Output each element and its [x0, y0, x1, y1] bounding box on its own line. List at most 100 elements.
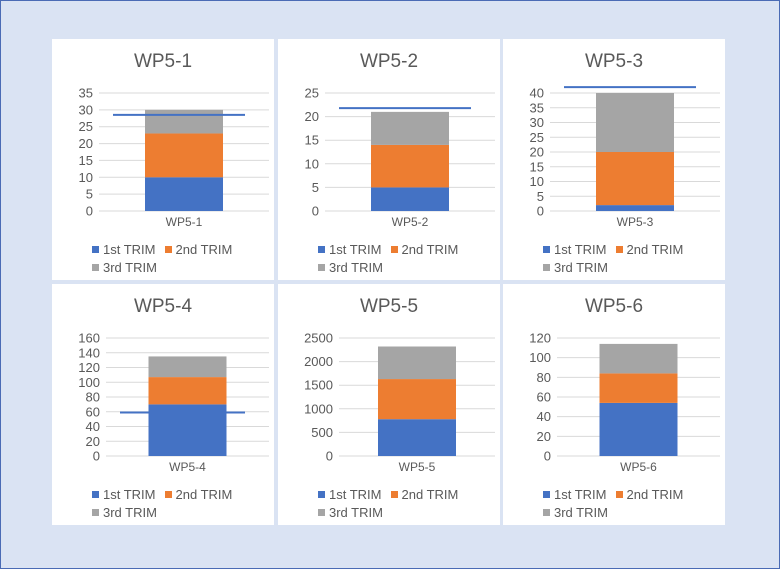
y-tick-label: 80 [537, 370, 551, 385]
y-tick-label: 1000 [304, 401, 333, 416]
y-tick-label: 0 [312, 204, 319, 219]
bar-segment-3 [148, 356, 227, 378]
y-tick-label: 160 [78, 331, 100, 346]
bar-segment-2 [596, 152, 674, 206]
bar-segment-2 [148, 377, 227, 405]
legend-label: 3rd TRIM [554, 260, 608, 275]
y-tick-label: 15 [305, 133, 319, 148]
legend-label: 3rd TRIM [329, 505, 383, 520]
legend-label: 1st TRIM [103, 487, 156, 502]
legend-item: 2nd TRIM [164, 487, 233, 502]
x-category-label: WP5-5 [399, 460, 436, 474]
legend-swatch [92, 264, 99, 271]
y-tick-label: 10 [305, 156, 319, 171]
y-tick-label: 0 [86, 204, 93, 219]
legend-label: 1st TRIM [554, 487, 607, 502]
legend-item: 1st TRIM [92, 242, 156, 257]
chart-panel-1: WP5-1 0 5 10 15 20 25 30 35 WP5-1 1st TRIM 2nd TRIM… [52, 39, 274, 280]
y-tick-label: 5 [312, 180, 319, 195]
legend-label: 2nd TRIM [401, 487, 459, 502]
legend-label: 2nd TRIM [175, 242, 233, 257]
bar-segment-3 [599, 343, 678, 374]
legend-item: 3rd TRIM [543, 505, 608, 520]
legend-swatch [318, 491, 325, 498]
bar-segment-3 [596, 93, 674, 152]
y-tick-label: 100 [78, 375, 100, 390]
legend-item: 3rd TRIM [92, 505, 157, 520]
y-tick-label: 35 [530, 100, 544, 115]
bar-segment-1 [599, 402, 678, 456]
bar-segment-2 [378, 379, 456, 420]
y-tick-label: 20 [79, 136, 93, 151]
y-tick-label: 1500 [304, 378, 333, 393]
legend-swatch [543, 264, 550, 271]
legend-swatch [543, 491, 550, 498]
chart-title: WP5-3 [584, 51, 644, 72]
legend-label: 3rd TRIM [554, 505, 608, 520]
chart-title: WP5-4 [133, 296, 193, 317]
legend-item: 3rd TRIM [543, 260, 608, 275]
y-tick-label: 2000 [304, 354, 333, 369]
y-tick-label: 0 [326, 449, 333, 464]
y-tick-label: 20 [305, 109, 319, 124]
y-tick-label: 2500 [304, 331, 333, 346]
bar-segment-1 [145, 177, 223, 211]
bar-segment-1 [378, 419, 456, 456]
legend-item: 1st TRIM [543, 487, 607, 502]
x-category-label: WP5-3 [617, 215, 654, 229]
legend-item: 1st TRIM [318, 487, 382, 502]
bar-segment-2 [145, 133, 223, 178]
y-tick-label: 15 [79, 153, 93, 168]
y-tick-label: 80 [86, 390, 100, 405]
legend-item: 1st TRIM [318, 242, 382, 257]
y-tick-label: 25 [305, 86, 319, 101]
y-tick-label: 10 [79, 170, 93, 185]
chart-panel-6: WP5-6 0 20 40 60 80 100 120 WP5-6 1st TRIM 2nd TRI… [503, 284, 725, 525]
y-tick-label: 15 [530, 159, 544, 174]
legend-swatch [318, 246, 325, 253]
y-tick-label: 20 [86, 434, 100, 449]
chart-panel-3: WP5-3 0 5 10 15 20 25 30 35 40 WP5-3 1st TRIM 2nd TR… [503, 39, 725, 280]
legend-label: 2nd TRIM [175, 487, 233, 502]
y-tick-label: 30 [79, 102, 93, 117]
bar-segment-1 [371, 187, 449, 211]
chart-title: WP5-5 [359, 296, 419, 317]
legend-item: 2nd TRIM [164, 242, 233, 257]
legend-swatch [390, 491, 398, 498]
chart-panel-2: WP5-2 0 5 10 15 20 25 WP5-2 1st TRIM 2nd TRIM 3rd … [278, 39, 500, 280]
legend-label: 3rd TRIM [329, 260, 383, 275]
legend: 1st TRIM 2nd TRIM 3rd TRIM [543, 487, 723, 523]
legend-swatch [543, 246, 550, 253]
bar-segment-3 [378, 346, 456, 380]
bar-segment-1 [596, 205, 674, 211]
chart-title: WP5-2 [359, 51, 419, 72]
chart-panel-4: WP5-4 0 20 40 60 80 100 120 140 160 WP5-4 1st TRIM 2… [52, 284, 274, 525]
legend-swatch [92, 246, 99, 253]
legend-item: 3rd TRIM [318, 505, 383, 520]
chart-title: WP5-1 [133, 51, 193, 72]
y-tick-label: 60 [86, 404, 100, 419]
y-tick-label: 40 [537, 409, 551, 424]
y-tick-label: 10 [530, 174, 544, 189]
y-tick-label: 20 [537, 429, 551, 444]
legend-item: 2nd TRIM [390, 242, 458, 257]
legend-label: 3rd TRIM [103, 505, 157, 520]
legend-swatch [92, 491, 99, 498]
y-tick-label: 500 [311, 425, 333, 440]
legend-item: 1st TRIM [543, 242, 607, 257]
y-tick-label: 5 [86, 187, 93, 202]
y-tick-label: 35 [79, 86, 93, 101]
legend-swatch [615, 491, 623, 498]
y-tick-label: 120 [78, 360, 100, 375]
chart-svg: 0 500 1000 1500 2000 2500 WP5-5 [304, 331, 495, 474]
chart-svg: 0 20 40 60 80 100 120 WP5-6 [529, 331, 720, 474]
legend-label: 1st TRIM [103, 242, 156, 257]
legend: 1st TRIM 2nd TRIM 3rd TRIM [92, 242, 272, 278]
bar-segment-3 [371, 111, 449, 145]
legend-swatch [543, 509, 550, 516]
legend-label: 2nd TRIM [626, 487, 684, 502]
y-tick-label: 100 [529, 350, 551, 365]
legend-item: 1st TRIM [92, 487, 156, 502]
legend-item: 3rd TRIM [92, 260, 157, 275]
